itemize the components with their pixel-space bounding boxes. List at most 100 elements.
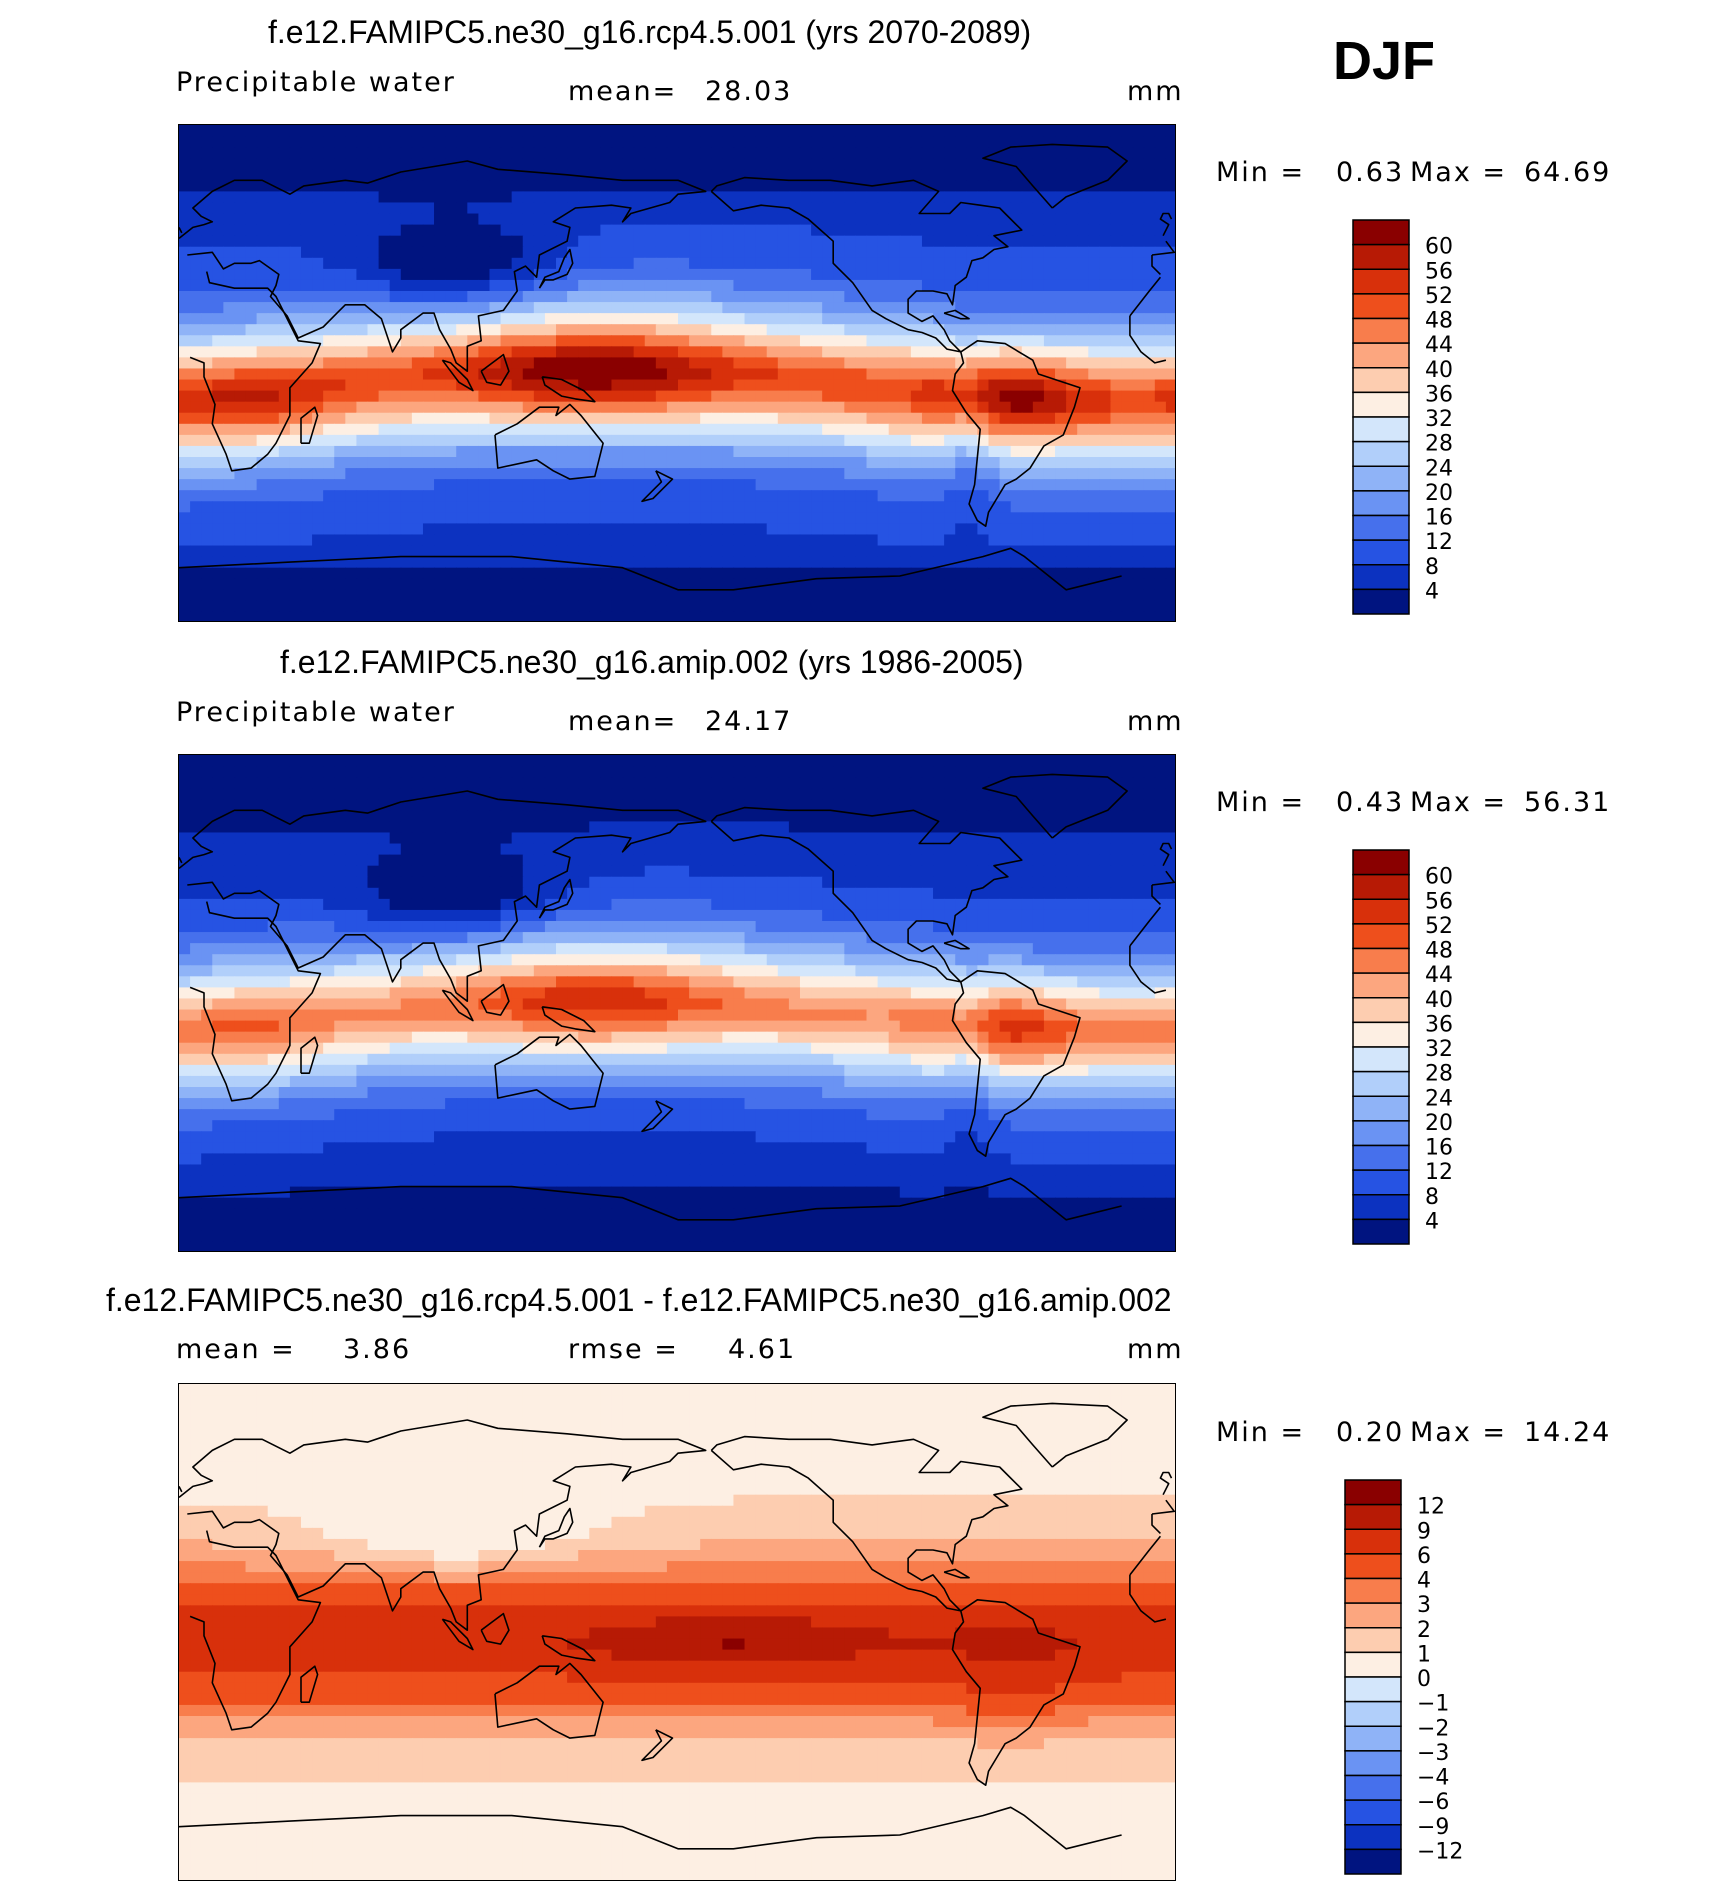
field-cell: [1154, 766, 1167, 778]
field-cell: [578, 545, 590, 558]
field-cell: [544, 512, 557, 524]
field-cell: [400, 412, 413, 425]
field-cell: [578, 401, 590, 414]
field-cell: [799, 777, 812, 789]
field-cell: [755, 412, 768, 425]
field-cell: [1121, 213, 1134, 226]
field-cell: [511, 357, 524, 370]
field-cell: [334, 445, 346, 458]
field-cell: [888, 279, 901, 292]
field-cell: [722, 291, 735, 303]
field-cell: [866, 257, 879, 270]
field-cell: [511, 468, 524, 480]
field-cell: [888, 479, 901, 491]
field-cell: [1110, 457, 1123, 469]
field-cell: [1021, 523, 1034, 536]
field-cell: [478, 324, 491, 336]
field-cell: [689, 379, 701, 392]
field-cell: [766, 379, 779, 392]
field-cell: [533, 346, 546, 358]
field-cell: [456, 490, 468, 502]
field-cell: [1121, 191, 1134, 204]
field-cell: [267, 302, 280, 314]
field-cell: [312, 268, 324, 281]
field-cell: [434, 556, 446, 569]
field-cell: [201, 158, 213, 170]
field-cell: [478, 567, 491, 580]
field-cell: [822, 821, 834, 834]
field-cell: [323, 379, 335, 392]
field-cell: [400, 457, 413, 469]
field-cell: [722, 490, 735, 502]
field-cell: [378, 479, 391, 491]
field-cell: [478, 224, 491, 237]
field-cell: [799, 501, 812, 513]
field-cell: [678, 235, 690, 248]
field-cell: [1165, 799, 1175, 811]
field-cell: [655, 810, 668, 822]
field-cell: [323, 169, 335, 181]
field-cell: [722, 279, 735, 292]
field-cell: [544, 213, 557, 226]
field-cell: [400, 357, 413, 370]
field-cell: [955, 191, 967, 204]
field-cell: [467, 291, 479, 303]
field-cell: [999, 346, 1012, 358]
field-cell: [899, 788, 912, 800]
field-cell: [356, 423, 369, 436]
field-cell: [1066, 313, 1078, 325]
field-cell: [1055, 457, 1067, 469]
field-cell: [689, 357, 701, 370]
field-cell: [711, 401, 723, 414]
field-cell: [766, 390, 779, 403]
field-cell: [289, 445, 302, 458]
field-cell: [356, 324, 369, 336]
field-cell: [434, 832, 446, 845]
field-cell: [877, 368, 890, 381]
field-cell: [622, 268, 635, 281]
field-cell: [312, 224, 324, 237]
field-cell: [234, 169, 247, 181]
field-cell: [689, 401, 701, 414]
field-cell: [611, 434, 624, 447]
field-cell: [223, 213, 236, 226]
field-cell: [212, 235, 224, 248]
field-cell: [278, 501, 291, 513]
field-cell: [744, 169, 757, 181]
field-cell: [578, 556, 590, 569]
field-cell: [1165, 578, 1175, 591]
field-cell: [910, 512, 923, 524]
field-cell: [966, 191, 978, 204]
field-cell: [977, 235, 990, 248]
field-cell: [700, 434, 712, 447]
field-cell: [633, 279, 646, 292]
field-cell: [522, 213, 535, 226]
field-cell: [744, 224, 757, 237]
field-cell: [567, 589, 579, 602]
field-cell: [378, 777, 391, 789]
field-cell: [533, 180, 546, 192]
field-cell: [622, 434, 635, 447]
field-cell: [921, 545, 934, 558]
field-cell: [655, 479, 668, 491]
field-cell: [267, 191, 280, 204]
field-cell: [1055, 257, 1067, 270]
field-cell: [910, 390, 923, 403]
field-cell: [556, 423, 568, 436]
field-cell: [921, 821, 934, 834]
field-cell: [1132, 567, 1145, 580]
field-cell: [799, 589, 812, 602]
field-cell: [312, 180, 324, 192]
field-cell: [1021, 843, 1034, 856]
field-cell: [400, 302, 413, 314]
field-cell: [1043, 832, 1056, 845]
field-cell: [312, 357, 324, 370]
field-cell: [1010, 346, 1023, 358]
field-cell: [556, 600, 568, 613]
field-cell: [744, 766, 757, 778]
field-cell: [1066, 191, 1078, 204]
field-cell: [866, 279, 879, 292]
field-cell: [933, 468, 945, 480]
field-cell: [345, 357, 358, 370]
field-cell: [356, 357, 369, 370]
